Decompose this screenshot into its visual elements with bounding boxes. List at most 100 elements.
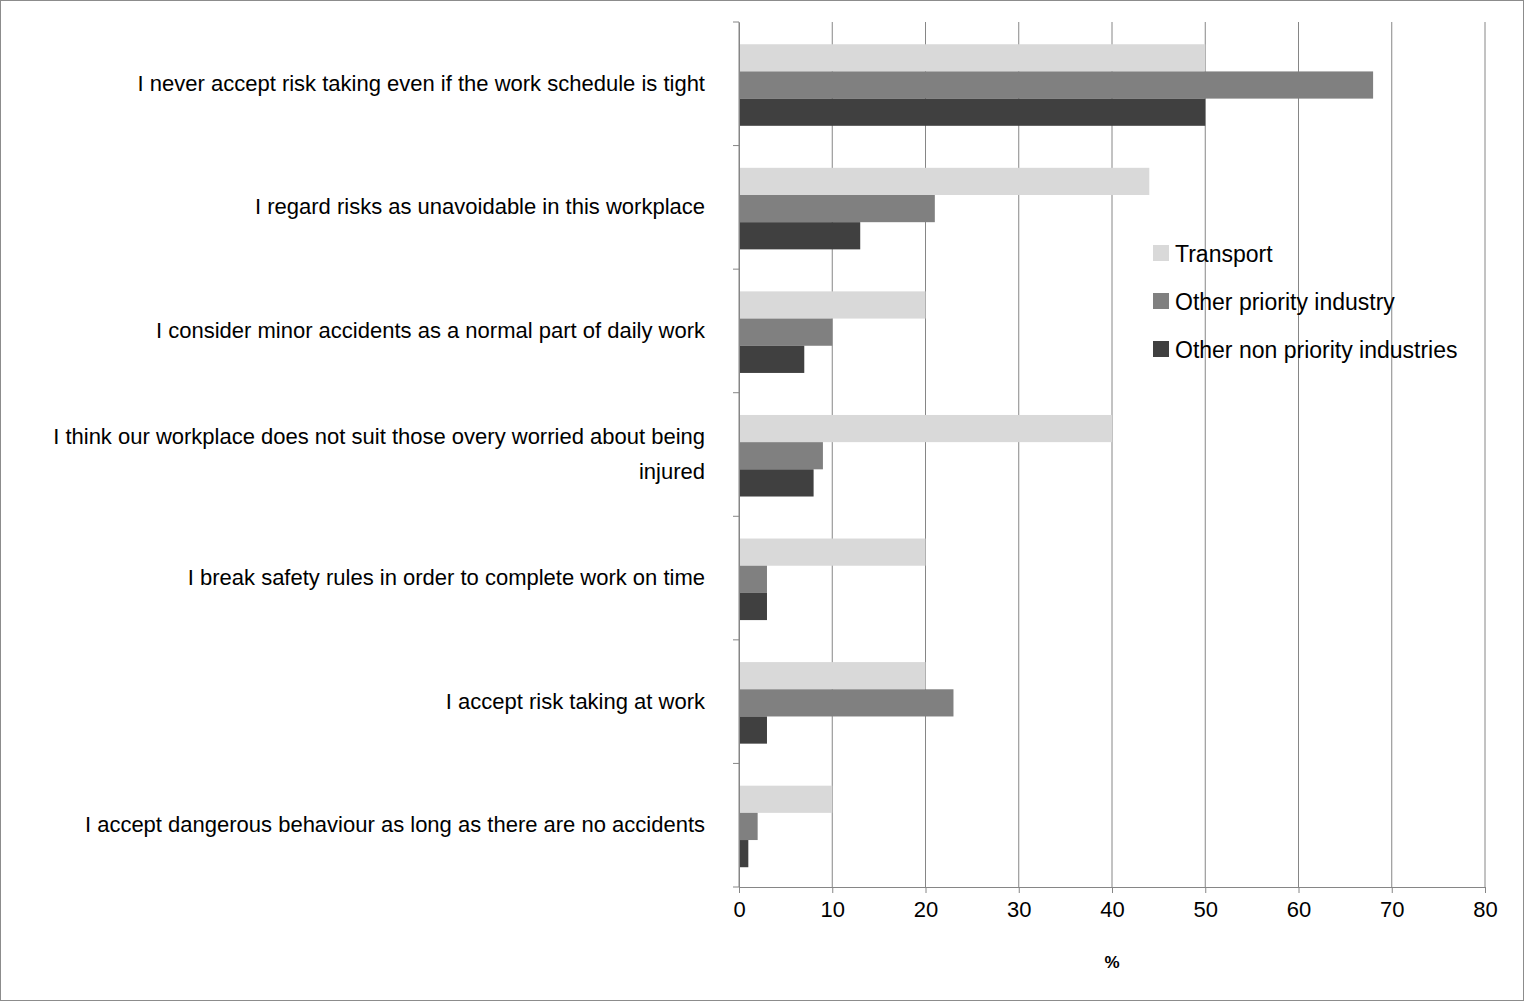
grid-line <box>1018 22 1019 887</box>
legend-item: Other non priority industries <box>1153 337 1458 363</box>
x-tick: 60 <box>1287 887 1311 922</box>
x-axis-line <box>740 888 1486 894</box>
x-tick-label: 70 <box>1380 897 1404 922</box>
x-tick-mark <box>739 887 740 893</box>
x-tick-mark <box>1392 887 1393 893</box>
grid-line <box>925 22 926 887</box>
y-tick-label-line: I break safety rules in order to complet… <box>188 565 705 590</box>
bar <box>739 840 748 867</box>
bar <box>739 346 804 373</box>
y-tick-label-line: I regard risks as unavoidable in this wo… <box>255 194 705 219</box>
legend-item: Transport <box>1153 241 1273 267</box>
x-tick-label: 60 <box>1287 897 1311 922</box>
legend-label: Other priority industry <box>1175 289 1395 315</box>
y-boundary-tick <box>733 145 739 146</box>
y-boundary-tick <box>733 887 739 888</box>
x-tick: 70 <box>1380 887 1404 922</box>
x-tick: 20 <box>914 887 938 922</box>
x-tick-label: 50 <box>1194 897 1218 922</box>
y-tick: I accept dangerous behaviour as long as … <box>85 812 739 837</box>
x-axis-title: % <box>1104 953 1119 972</box>
bar-series <box>739 99 1205 868</box>
y-tick-label-line: I accept dangerous behaviour as long as … <box>85 812 705 837</box>
bar <box>739 662 926 689</box>
y-tick-label: I regard risks as unavoidable in this wo… <box>255 194 705 219</box>
bar <box>739 689 953 716</box>
y-tick-label-line: I consider minor accidents as a normal p… <box>156 318 706 343</box>
legend-swatch <box>1153 245 1169 261</box>
bar <box>739 566 767 593</box>
y-boundary-tick <box>733 763 739 764</box>
y-axis-line <box>739 23 740 888</box>
bar-series <box>739 71 1373 840</box>
bar <box>739 469 814 496</box>
bar <box>739 716 767 743</box>
x-tick-label: 30 <box>1007 897 1031 922</box>
y-tick-label-line: injured <box>639 459 705 484</box>
grid-line <box>1205 22 1206 887</box>
frame <box>1 1 1524 1001</box>
x-tick-mark <box>926 887 927 893</box>
legend-swatch <box>1153 293 1169 309</box>
y-axis: I never accept risk taking even if the w… <box>53 23 739 888</box>
x-tick: 40 <box>1100 887 1124 922</box>
x-tick: 30 <box>1007 887 1031 922</box>
x-tick-mark <box>1112 887 1113 893</box>
grid <box>739 22 1485 887</box>
chart: 0 10 20 30 40 50 60 70 80% I never accept risk ta… <box>0 0 1524 1001</box>
bar <box>739 291 926 318</box>
bar <box>739 195 935 222</box>
x-tick: 0 <box>733 887 745 922</box>
y-boundary-tick <box>733 516 739 517</box>
x-tick-mark <box>832 887 833 893</box>
x-tick-mark <box>1299 887 1300 893</box>
y-tick-label: I never accept risk taking even if the w… <box>138 71 705 96</box>
y-boundary-tick <box>733 269 739 270</box>
y-boundary-tick <box>733 22 739 23</box>
y-boundary-tick <box>733 639 739 640</box>
grid-line <box>1112 22 1113 887</box>
grid-line <box>832 22 833 887</box>
bar <box>739 71 1373 98</box>
legend-label: Other non priority industries <box>1175 337 1458 363</box>
x-tick-mark <box>1019 887 1020 893</box>
y-tick-label-line: I accept risk taking at work <box>446 689 706 714</box>
y-tick-label: I break safety rules in order to complet… <box>188 565 705 590</box>
bar <box>739 813 758 840</box>
y-boundary-ticks <box>733 22 739 887</box>
bar <box>739 786 832 813</box>
y-tick: I think our workplace does not suit thos… <box>53 424 739 484</box>
legend-label: Transport <box>1175 241 1273 267</box>
legend: Transport Other priority industry Other no… <box>1153 241 1458 363</box>
x-tick-label: 20 <box>914 897 938 922</box>
x-tick-mark <box>1205 887 1206 893</box>
y-tick-label-line: I think our workplace does not suit thos… <box>53 424 705 449</box>
x-tick: 50 <box>1194 887 1218 922</box>
x-tick: 10 <box>821 887 845 922</box>
y-tick: I consider minor accidents as a normal p… <box>156 318 739 343</box>
bar <box>739 539 926 566</box>
x-tick: 80 <box>1473 887 1497 922</box>
y-tick-label: I accept risk taking at work <box>446 689 706 714</box>
bar <box>739 99 1205 126</box>
grid-line <box>739 22 740 887</box>
x-tick-label: 0 <box>733 897 745 922</box>
legend-item: Other priority industry <box>1153 289 1395 315</box>
y-tick: I accept risk taking at work <box>446 689 739 714</box>
y-tick: I regard risks as unavoidable in this wo… <box>255 194 739 219</box>
bar <box>739 168 1149 195</box>
bars <box>739 44 1373 867</box>
y-tick: I break safety rules in order to complet… <box>188 565 739 590</box>
x-tick-mark <box>1485 887 1486 893</box>
x-tick-label: 10 <box>821 897 845 922</box>
bar <box>739 415 1112 442</box>
bar <box>739 44 1205 71</box>
y-tick-label: I accept dangerous behaviour as long as … <box>85 812 705 837</box>
bar <box>739 222 860 249</box>
y-tick-label: I consider minor accidents as a normal p… <box>156 318 706 343</box>
grid-line <box>1391 22 1392 887</box>
x-tick-label: 80 <box>1473 897 1497 922</box>
bar <box>739 442 823 469</box>
grid-line <box>1485 22 1486 887</box>
y-boundary-tick <box>733 392 739 393</box>
